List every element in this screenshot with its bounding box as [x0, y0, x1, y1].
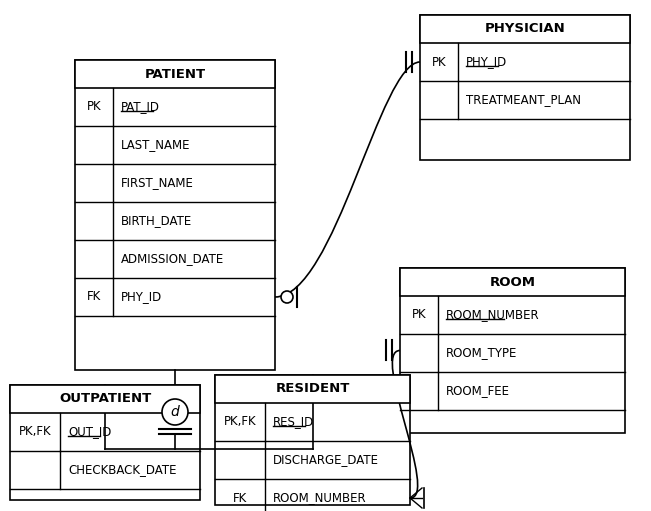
Text: OUT_ID: OUT_ID: [68, 426, 111, 438]
Text: RES_ID: RES_ID: [273, 415, 314, 429]
Bar: [400, 268, 625, 296]
Text: PK: PK: [411, 309, 426, 321]
Text: TREATMEANT_PLAN: TREATMEANT_PLAN: [466, 94, 581, 106]
Bar: [10, 385, 200, 500]
Text: CHECKBACK_DATE: CHECKBACK_DATE: [68, 463, 176, 476]
Bar: [420, 15, 630, 160]
Text: PK,FK: PK,FK: [224, 415, 256, 429]
Text: PK: PK: [87, 101, 102, 113]
Text: PK: PK: [432, 56, 447, 68]
Text: FIRST_NAME: FIRST_NAME: [121, 176, 194, 190]
Text: PHY_ID: PHY_ID: [121, 290, 162, 304]
Text: PATIENT: PATIENT: [145, 67, 206, 81]
Bar: [215, 375, 410, 505]
Text: ROOM: ROOM: [490, 275, 536, 289]
Text: DISCHARGE_DATE: DISCHARGE_DATE: [273, 453, 379, 467]
Circle shape: [162, 399, 188, 425]
Text: d: d: [171, 405, 180, 419]
Circle shape: [281, 291, 293, 303]
Bar: [10, 385, 200, 413]
Text: LAST_NAME: LAST_NAME: [121, 138, 191, 151]
Text: RESIDENT: RESIDENT: [275, 383, 350, 396]
Text: PHY_ID: PHY_ID: [466, 56, 507, 68]
Bar: [75, 60, 275, 88]
Text: FK: FK: [87, 290, 101, 304]
Text: ADMISSION_DATE: ADMISSION_DATE: [121, 252, 224, 266]
Text: OUTPATIENT: OUTPATIENT: [59, 392, 151, 406]
Text: PHYSICIAN: PHYSICIAN: [484, 22, 565, 35]
Bar: [400, 268, 625, 433]
Text: PAT_ID: PAT_ID: [121, 101, 160, 113]
Text: FK: FK: [233, 492, 247, 504]
Text: PK,FK: PK,FK: [19, 426, 51, 438]
Text: ROOM_FEE: ROOM_FEE: [446, 384, 510, 398]
Bar: [75, 60, 275, 370]
Bar: [420, 15, 630, 43]
Text: ROOM_NUMBER: ROOM_NUMBER: [446, 309, 540, 321]
Bar: [215, 375, 410, 403]
Text: BIRTH_DATE: BIRTH_DATE: [121, 215, 192, 227]
Text: ROOM_TYPE: ROOM_TYPE: [446, 346, 518, 360]
Text: ROOM_NUMBER: ROOM_NUMBER: [273, 492, 367, 504]
